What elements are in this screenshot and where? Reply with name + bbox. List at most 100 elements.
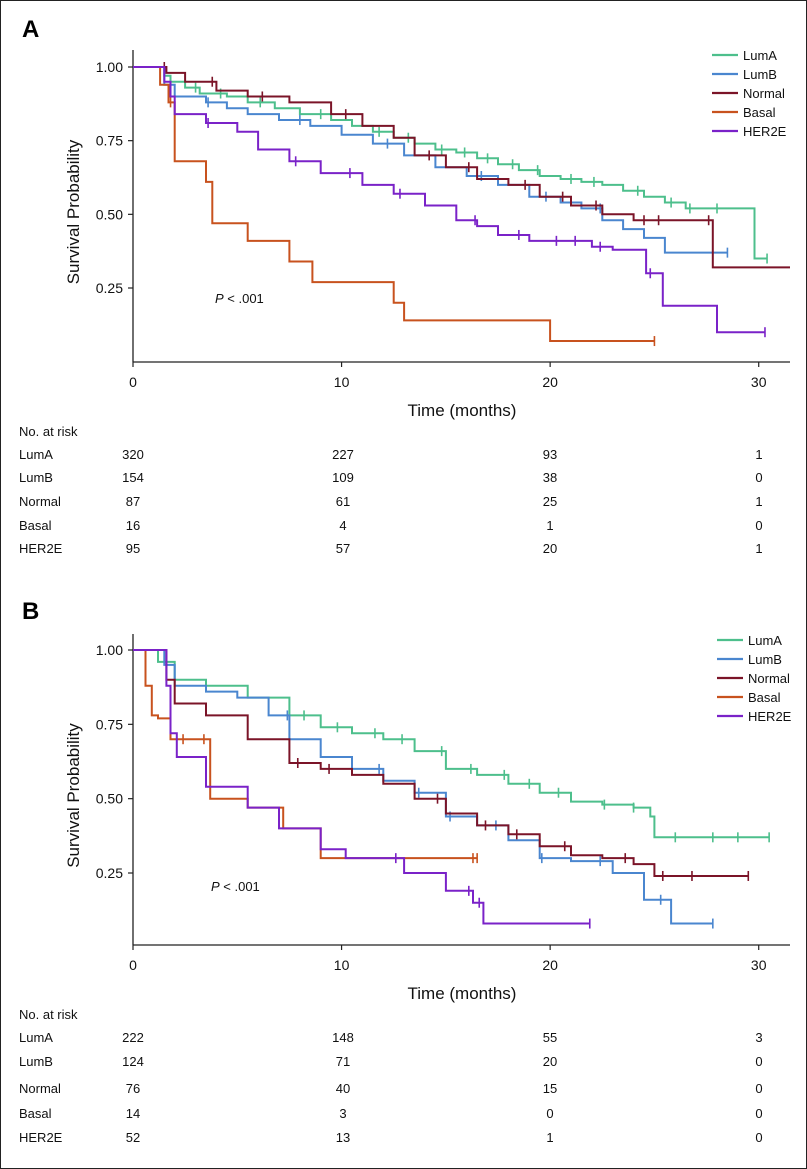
risk-count: 124 [122, 1054, 144, 1069]
series-line-basal [133, 649, 478, 860]
risk-row-label: LumB [19, 1054, 53, 1069]
risk-count: 38 [543, 470, 557, 485]
x-tick-label: 30 [751, 957, 767, 973]
series-line-lumb [133, 66, 728, 254]
risk-count: 13 [336, 1130, 350, 1145]
legend-label-normal: Normal [743, 86, 785, 101]
risk-count: 57 [336, 541, 350, 556]
risk-count: 16 [126, 518, 140, 533]
risk-count: 0 [755, 1054, 762, 1069]
p-value-text: < .001 [220, 879, 260, 894]
risk-row-label: LumA [19, 1030, 53, 1045]
x-tick-label: 30 [751, 374, 767, 390]
y-axis-title: Survival Probability [64, 139, 83, 284]
risk-row-label: HER2E [19, 541, 63, 556]
risk-count: 40 [336, 1081, 350, 1096]
p-value-symbol: P [215, 291, 224, 306]
legend-label-normal: Normal [748, 671, 790, 686]
risk-row-label: Basal [19, 1106, 52, 1121]
risk-count: 52 [126, 1130, 140, 1145]
risk-count: 227 [332, 447, 354, 462]
x-tick-label: 20 [542, 957, 558, 973]
y-tick-label: 0.25 [96, 865, 123, 881]
x-tick-label: 10 [334, 957, 350, 973]
y-tick-label: 0.75 [96, 716, 123, 732]
risk-count: 20 [543, 541, 557, 556]
legend-label-lumb: LumB [743, 67, 777, 82]
risk-count: 222 [122, 1030, 144, 1045]
risk-count: 1 [546, 518, 553, 533]
x-tick-label: 0 [129, 957, 137, 973]
series-line-her2e [133, 66, 765, 334]
risk-count: 1 [546, 1130, 553, 1145]
legend-label-basal: Basal [748, 690, 781, 705]
x-tick-label: 10 [334, 374, 350, 390]
x-tick-label: 0 [129, 374, 137, 390]
risk-row-label: Normal [19, 494, 61, 509]
y-tick-label: 0.25 [96, 280, 123, 296]
y-tick-label: 1.00 [96, 59, 123, 75]
risk-count: 0 [546, 1106, 553, 1121]
series-line-luma [133, 649, 770, 839]
risk-count: 3 [339, 1106, 346, 1121]
risk-row-label: Basal [19, 518, 52, 533]
risk-count: 15 [543, 1081, 557, 1096]
legend-label-luma: LumA [743, 48, 777, 63]
risk-count: 95 [126, 541, 140, 556]
risk-count: 93 [543, 447, 557, 462]
legend-label-basal: Basal [743, 105, 776, 120]
risk-count: 20 [543, 1054, 557, 1069]
x-tick-label: 20 [542, 374, 558, 390]
risk-count: 3 [755, 1030, 762, 1045]
risk-count: 0 [755, 1106, 762, 1121]
y-tick-label: 0.50 [96, 206, 123, 222]
p-value-annotation: P < .001 [215, 291, 264, 306]
risk-count: 1 [755, 447, 762, 462]
risk-count: 0 [755, 470, 762, 485]
risk-table-title: No. at risk [19, 424, 78, 439]
risk-count: 4 [339, 518, 346, 533]
legend-label-her2e: HER2E [748, 709, 792, 724]
x-axis-title: Time (months) [408, 401, 517, 420]
series-line-lumb [133, 649, 713, 925]
y-tick-label: 0.50 [96, 791, 123, 807]
risk-count: 0 [755, 1130, 762, 1145]
risk-count: 109 [332, 470, 354, 485]
series-line-normal [133, 66, 790, 269]
risk-table-title: No. at risk [19, 1007, 78, 1022]
legend-label-luma: LumA [748, 633, 782, 648]
series-line-luma [133, 66, 768, 260]
risk-row-label: LumA [19, 447, 53, 462]
y-axis-title: Survival Probability [64, 723, 83, 868]
risk-count: 71 [336, 1054, 350, 1069]
risk-count: 76 [126, 1081, 140, 1096]
y-tick-label: 0.75 [96, 133, 123, 149]
risk-row-label: HER2E [19, 1130, 63, 1145]
legend-label-her2e: HER2E [743, 124, 787, 139]
p-value-text: < .001 [224, 291, 264, 306]
risk-count: 14 [126, 1106, 140, 1121]
risk-count: 55 [543, 1030, 557, 1045]
p-value-symbol: P [211, 879, 220, 894]
risk-count: 154 [122, 470, 144, 485]
risk-count: 320 [122, 447, 144, 462]
risk-count: 25 [543, 494, 557, 509]
risk-count: 0 [755, 518, 762, 533]
legend-label-lumb: LumB [748, 652, 782, 667]
risk-count: 1 [755, 494, 762, 509]
y-tick-label: 1.00 [96, 642, 123, 658]
panel-letter: B [22, 598, 39, 625]
risk-count: 61 [336, 494, 350, 509]
panel-letter: A [22, 16, 39, 43]
x-axis-title: Time (months) [408, 984, 517, 1003]
risk-count: 87 [126, 494, 140, 509]
risk-count: 0 [755, 1081, 762, 1096]
risk-row-label: Normal [19, 1081, 61, 1096]
risk-row-label: LumB [19, 470, 53, 485]
series-line-normal [133, 649, 749, 877]
series-line-her2e [133, 649, 590, 925]
series-line-basal [133, 66, 655, 342]
